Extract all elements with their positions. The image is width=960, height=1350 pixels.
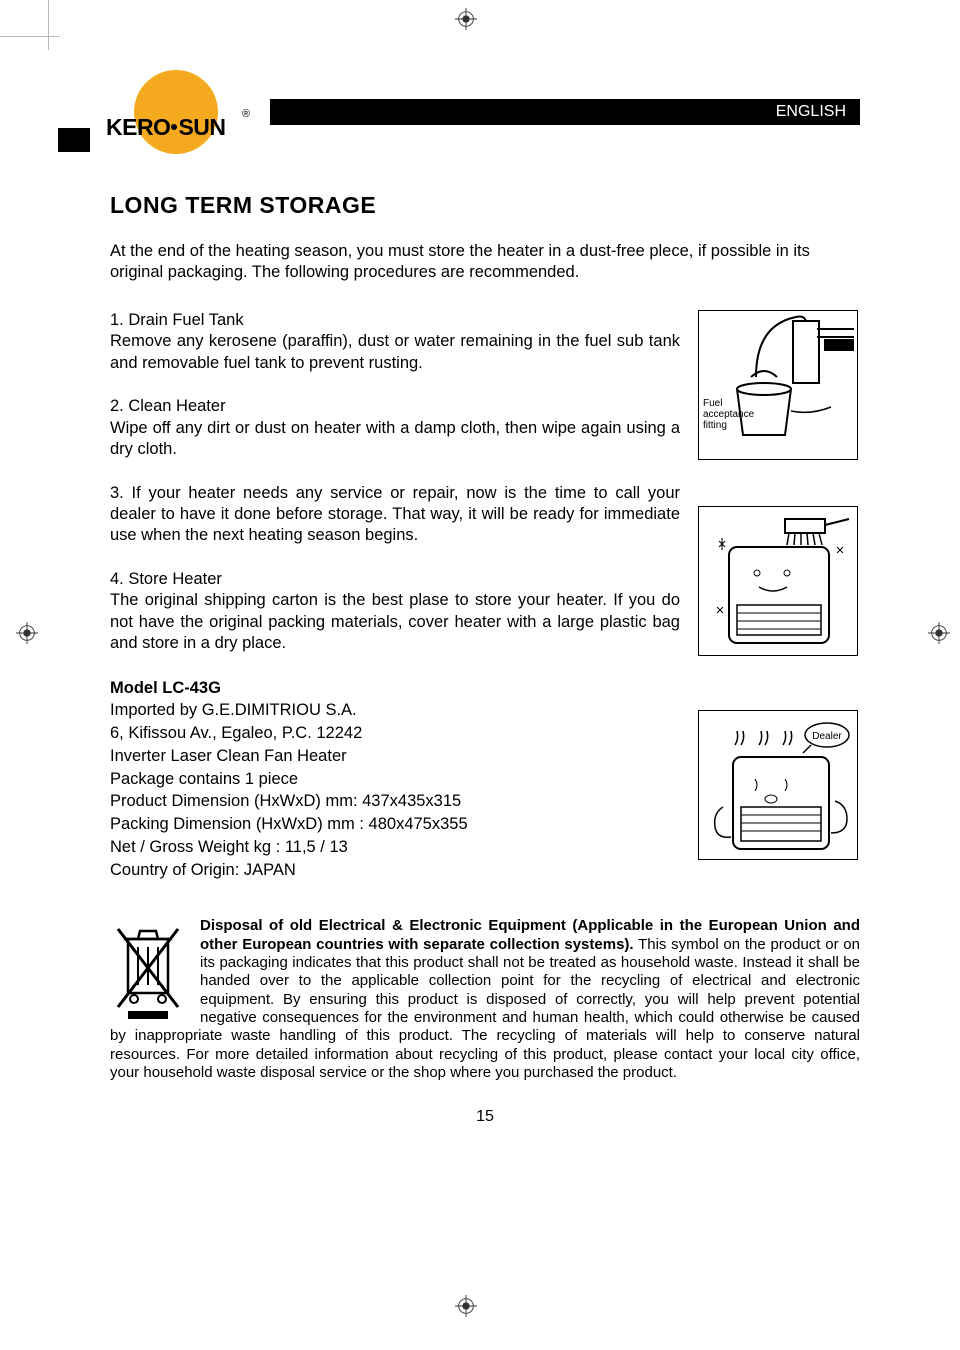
step-4: 4. Store Heater The original shipping ca…: [110, 569, 680, 655]
intro-text: At the end of the heating season, you mu…: [110, 241, 860, 284]
language-label: ENGLISH: [776, 103, 846, 121]
sun-icon: [134, 70, 218, 154]
disposal-body: This symbol on the product or on its pac…: [110, 936, 860, 1081]
figure-store-heater: Dealer: [698, 710, 858, 860]
registered-icon: ®: [242, 108, 250, 120]
model-info: Model LC-43G Imported by G.E.DIMITRIOU S…: [110, 677, 680, 882]
registration-mark-icon: [16, 622, 38, 644]
figure-clean-heater: [698, 506, 858, 656]
model-name: Model LC-43G: [110, 677, 680, 700]
crop-mark: [0, 36, 60, 37]
page-title: LONG TERM STORAGE: [110, 192, 860, 219]
content-row: 1. Drain Fuel Tank Remove any kerosene (…: [110, 310, 860, 882]
registration-mark-icon: [928, 622, 950, 644]
language-bar: ENGLISH: [270, 99, 860, 125]
figures-column: Fuel acceptance fitting: [698, 310, 860, 882]
step-1: 1. Drain Fuel Tank Remove any kerosene (…: [110, 310, 680, 374]
model-address: 6, Kifissou Av., Egaleo, P.C. 12242: [110, 722, 680, 745]
model-importer: Imported by G.E.DIMITRIOU S.A.: [110, 699, 680, 722]
model-origin: Country of Origin: JAPAN: [110, 859, 680, 882]
model-type: Inverter Laser Clean Fan Heater: [110, 745, 680, 768]
page-header: KEROSUN ® ENGLISH: [110, 70, 860, 154]
step-3: 3. If your heater needs any service or r…: [110, 483, 680, 547]
model-package: Package contains 1 piece: [110, 768, 680, 791]
step-2: 2. Clean Heater Wipe off any dirt or dus…: [110, 396, 680, 460]
page-content: KEROSUN ® ENGLISH LONG TERM STORAGE At t…: [110, 70, 860, 1082]
model-product-dim: Product Dimension (HxWxD) mm: 437x435x31…: [110, 790, 680, 813]
page-number: 15: [110, 1108, 860, 1126]
registration-mark-icon: [455, 8, 477, 30]
figure-1-label: Fuel acceptance fitting: [703, 398, 754, 431]
model-packing-dim: Packing Dimension (HxWxD) mm : 480x475x3…: [110, 813, 680, 836]
model-weight: Net / Gross Weight kg : 11,5 / 13: [110, 836, 680, 859]
brand-name: KEROSUN: [106, 114, 226, 141]
side-tab: [58, 128, 90, 152]
figure-3-bubble-text: Dealer: [812, 731, 842, 742]
weee-icon: [110, 919, 186, 1021]
figure-drain-tank: Fuel acceptance fitting: [698, 310, 858, 460]
crop-mark: [48, 0, 49, 50]
registration-mark-icon: [455, 1295, 477, 1317]
steps-column: 1. Drain Fuel Tank Remove any kerosene (…: [110, 310, 680, 882]
brand-logo: KEROSUN ®: [110, 70, 260, 154]
disposal-section: Disposal of old Electrical & Electronic …: [110, 917, 860, 1082]
